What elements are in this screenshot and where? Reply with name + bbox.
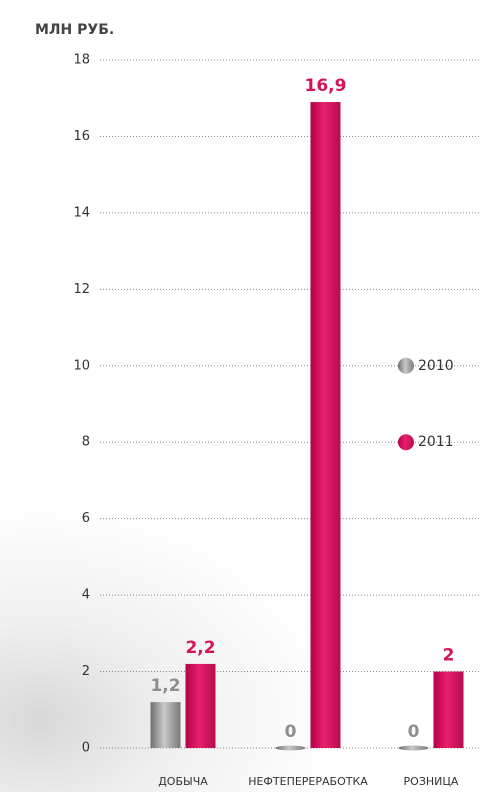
bar bbox=[433, 671, 464, 748]
bar bbox=[185, 663, 216, 748]
y-tick-label: 4 bbox=[82, 588, 90, 603]
legend-marker bbox=[398, 434, 414, 451]
legend-marker bbox=[398, 357, 414, 374]
y-tick-label: 6 bbox=[82, 511, 90, 526]
bar bbox=[275, 745, 306, 751]
legend-label: 2011 bbox=[418, 434, 454, 450]
y-tick-label: 8 bbox=[82, 435, 90, 450]
x-tick-label: НЕФТЕПЕРЕРАБОТКА bbox=[248, 775, 368, 788]
value-label: 2 bbox=[443, 646, 455, 666]
y-axis-label: МЛН РУБ. bbox=[35, 22, 114, 38]
value-label: 0 bbox=[285, 722, 297, 742]
bar bbox=[398, 745, 429, 751]
x-tick-label: РОЗНИЦА bbox=[404, 775, 459, 788]
y-tick-label: 12 bbox=[73, 282, 90, 297]
y-tick-label: 14 bbox=[73, 205, 90, 220]
legend-label: 2010 bbox=[418, 358, 454, 374]
value-label: 2,2 bbox=[185, 638, 215, 658]
bar bbox=[310, 102, 341, 749]
bar bbox=[150, 702, 181, 748]
y-tick-label: 2 bbox=[82, 664, 90, 679]
value-label: 16,9 bbox=[305, 76, 347, 96]
value-label: 1,2 bbox=[150, 676, 180, 696]
x-tick-label: ДОБЫЧА bbox=[158, 775, 208, 788]
y-tick-label: 16 bbox=[73, 129, 90, 144]
value-label: 0 bbox=[408, 722, 420, 742]
y-tick-label: 0 bbox=[82, 741, 90, 756]
y-tick-label: 10 bbox=[73, 358, 90, 373]
y-tick-label: 18 bbox=[73, 53, 90, 68]
